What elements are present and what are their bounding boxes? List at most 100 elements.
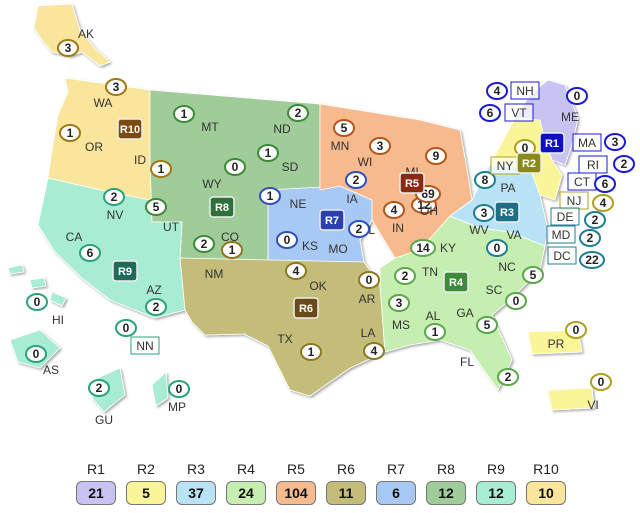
state-label-ia: IA [346, 192, 357, 206]
state-label-mn: MN [331, 139, 350, 153]
state-label-al: AL [426, 309, 441, 323]
state-label-pa: PA [500, 181, 515, 195]
legend-region-r3: R3 [187, 461, 205, 477]
count-value-mt: 1 [181, 107, 188, 121]
state-label-ut: UT [163, 220, 180, 234]
count-value-sc: 0 [513, 294, 520, 308]
region-marker-r10 [117, 118, 143, 140]
count-value-nc: 5 [530, 268, 537, 282]
count-value-fl: 2 [505, 370, 512, 384]
state-label-il: IL [365, 223, 375, 237]
count-value-wv: 3 [481, 206, 488, 220]
state-label-dc: DC [553, 249, 571, 263]
region-marker-label-r7: R7 [325, 215, 339, 227]
count-oval-ks [276, 231, 298, 249]
state-label-nd: ND [273, 122, 291, 136]
legend-region-r7: R7 [387, 461, 405, 477]
count-oval-nh [486, 82, 508, 100]
state-label-vi: VI [587, 398, 598, 412]
state-label-fl: FL [460, 355, 474, 369]
state-label-mp: MP [168, 400, 186, 414]
count-value-la: 4 [371, 344, 378, 358]
epa-regions-map: AK3WA3OR1ID1MT1ND2SD1WY0NE1MN5WI3MI9IA2I… [7, 3, 635, 427]
legend-total-r7: 6 [376, 481, 416, 505]
count-oval-hi [26, 293, 48, 311]
count-oval-mi [425, 147, 447, 165]
legend-total-r9: 12 [476, 481, 516, 505]
region-marker-label-r8: R8 [215, 202, 229, 214]
region-marker-label-r3: R3 [500, 207, 514, 219]
count-value-nj: 4 [600, 196, 607, 210]
state-label-nv: NV [107, 208, 124, 222]
count-oval-md [579, 229, 601, 247]
count-oval-wv [473, 204, 495, 222]
count-oval-vi [590, 373, 612, 391]
state-label-wv: WV [469, 223, 488, 237]
count-oval-nd [287, 104, 309, 122]
region-marker-r6 [293, 297, 319, 319]
count-oval-al [424, 323, 446, 341]
count-value-ga: 5 [484, 318, 491, 332]
state-label-ne: NE [290, 197, 307, 211]
legend-total-r1: 21 [76, 481, 116, 505]
count-oval-co [193, 235, 215, 253]
region-marker-r4 [443, 271, 469, 293]
region-marker-r5 [399, 172, 425, 194]
count-oval-tn [394, 267, 416, 285]
count-value-co: 2 [201, 237, 208, 251]
count-oval-vt [479, 104, 501, 122]
count-oval-pr [565, 321, 587, 339]
count-oval-ct [594, 175, 616, 193]
legend-total-r2: 5 [126, 481, 166, 505]
state-label-md: MD [552, 228, 571, 242]
legend-region-r10: R10 [533, 461, 559, 477]
state-label-wa: WA [94, 96, 113, 110]
state-label-co: CO [221, 230, 239, 244]
legend-region-r9: R9 [487, 461, 505, 477]
count-value-ny: 0 [522, 141, 529, 155]
count-value-ia: 2 [353, 173, 360, 187]
state-label-or: OR [85, 140, 103, 154]
count-oval-ma [604, 133, 626, 151]
count-oval-ar [358, 271, 380, 289]
count-value-wa: 3 [113, 80, 120, 94]
state-label-tx: TX [277, 332, 292, 346]
state-label-la: LA [361, 326, 376, 340]
count-value-ut: 5 [153, 200, 160, 214]
count-oval-fl [497, 368, 519, 386]
count-value-ar: 0 [366, 273, 373, 287]
legend-total-r8: 12 [426, 481, 466, 505]
state-label-as: AS [43, 363, 59, 377]
count-oval-ut [145, 198, 167, 216]
hawaii-islands [7, 264, 67, 307]
count-value-al: 1 [432, 325, 439, 339]
count-value-ky: 14 [416, 241, 430, 255]
legend-total-r5: 104 [276, 481, 316, 505]
count-oval-ga [476, 316, 498, 334]
region-marker-r7 [319, 209, 345, 231]
legend-region-r8: R8 [437, 461, 455, 477]
count-value-oh: 69 [421, 187, 435, 201]
state-label-tn: TN [422, 265, 438, 279]
state-label-ak: AK [78, 27, 94, 41]
state-label-nm: NM [205, 267, 224, 281]
count-value-ok: 4 [293, 264, 300, 278]
count-value-il: 4 [391, 203, 398, 217]
count-value-as: 0 [33, 347, 40, 361]
state-label-in: IN [392, 221, 404, 235]
count-value-or: 1 [67, 126, 74, 140]
state-label-nn: NN [136, 339, 153, 353]
count-value-vi: 0 [598, 375, 605, 389]
count-value-md: 2 [587, 231, 594, 245]
count-value-nd: 2 [295, 106, 302, 120]
state-label-ks: KS [302, 239, 318, 253]
state-label-ar: AR [359, 292, 376, 306]
count-oval-ne [259, 187, 281, 205]
count-oval-nv [103, 188, 125, 206]
alaska-region [33, 3, 111, 67]
state-label-id: ID [134, 153, 146, 167]
region-marker-label-r6: R6 [299, 303, 313, 315]
state-label-ri: RI [587, 158, 599, 172]
state-label-box-dc [547, 246, 577, 265]
legend-region-r5: R5 [287, 461, 305, 477]
